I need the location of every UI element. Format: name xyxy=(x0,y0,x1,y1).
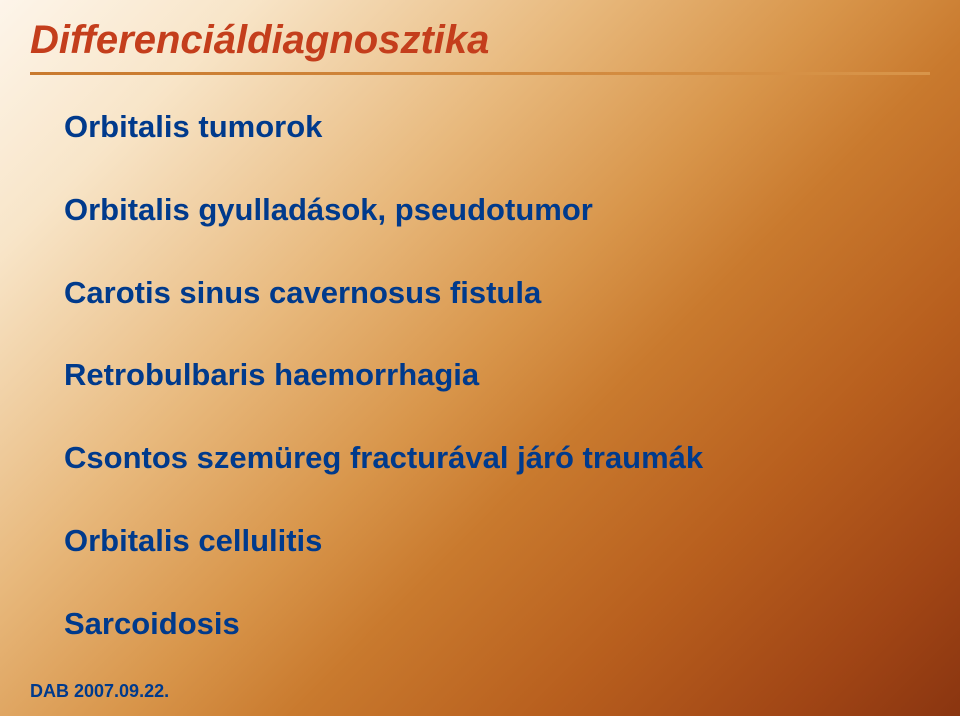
list-item: Carotis sinus cavernosus fistula xyxy=(64,274,703,313)
list-item: Csontos szemüreg fracturával járó traumá… xyxy=(64,439,703,478)
footer-text: DAB 2007.09.22. xyxy=(30,681,169,702)
list-item: Orbitalis gyulladások, pseudotumor xyxy=(64,191,703,230)
list-item: Orbitalis cellulitis xyxy=(64,522,703,561)
list-item: Retrobulbaris haemorrhagia xyxy=(64,356,703,395)
content-list: Orbitalis tumorok Orbitalis gyulladások,… xyxy=(64,108,703,687)
list-item: Orbitalis tumorok xyxy=(64,108,703,147)
title-divider xyxy=(30,72,930,75)
list-item: Sarcoidosis xyxy=(64,605,703,644)
slide-title: Differenciáldiagnosztika xyxy=(30,18,489,63)
slide-container: Differenciáldiagnosztika Orbitalis tumor… xyxy=(0,0,960,716)
